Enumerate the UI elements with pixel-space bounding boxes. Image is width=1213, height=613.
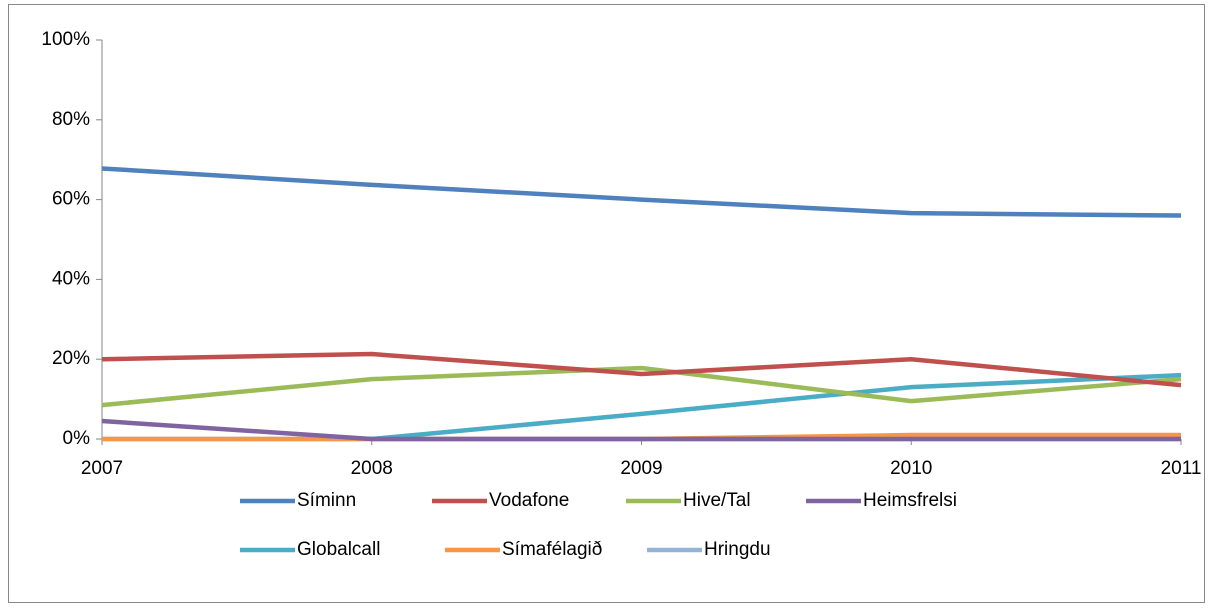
y-tick-label: 40%	[52, 268, 90, 289]
legend-label: Heimsfrelsi	[863, 490, 957, 511]
series-line	[101, 365, 1182, 408]
x-tick-label: 2008	[351, 458, 393, 479]
x-tick-label: 2011	[1161, 458, 1202, 479]
series-line	[101, 351, 1182, 388]
chart-border	[8, 4, 1205, 603]
series-line	[371, 372, 1182, 442]
y-tick-label: 60%	[52, 189, 90, 210]
legend-label: Hringdu	[704, 539, 771, 560]
y-tick-label: 80%	[52, 109, 90, 130]
x-tick-label: 2010	[890, 458, 932, 479]
series-line	[101, 418, 1181, 442]
legend-label: Globalcall	[297, 539, 380, 560]
series-line	[101, 166, 1182, 218]
legend-label: Símafélagið	[502, 539, 602, 560]
y-tick-label: 100%	[41, 29, 90, 50]
legend-label: Vodafone	[489, 490, 569, 511]
x-tick-label: 2009	[620, 458, 662, 479]
legend-label: Síminn	[297, 490, 356, 511]
y-tick-label: 0%	[63, 428, 91, 449]
legend-label: Hive/Tal	[683, 490, 751, 511]
y-tick-label: 20%	[52, 348, 90, 369]
x-tick-label: 2007	[81, 458, 123, 479]
